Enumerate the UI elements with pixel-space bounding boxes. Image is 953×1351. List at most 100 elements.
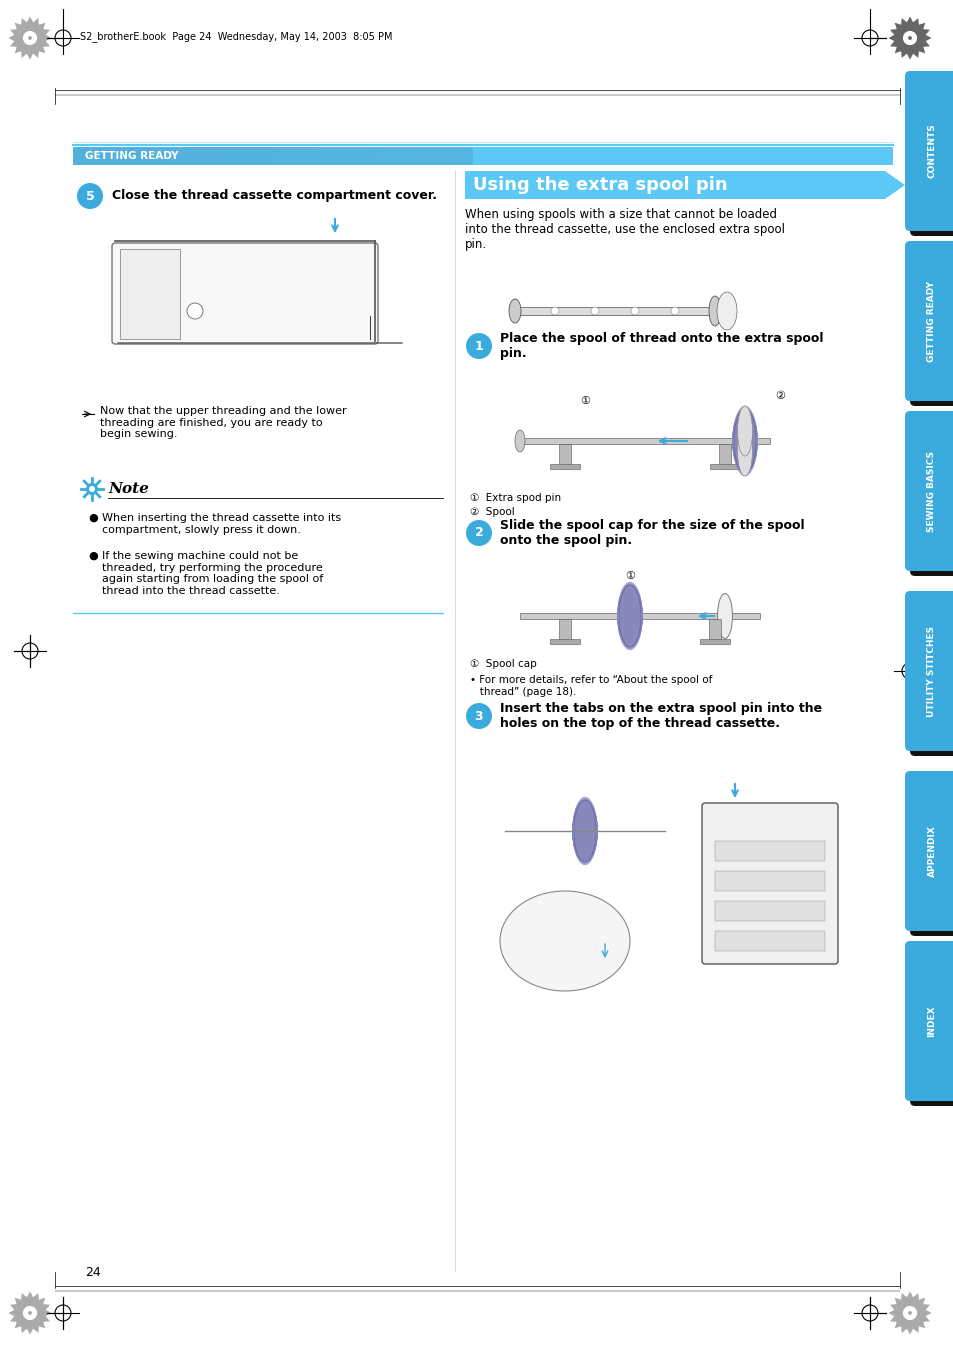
Circle shape [28,1310,31,1315]
Bar [402,147,413,165]
Bar [558,619,571,640]
Ellipse shape [617,586,641,646]
Bar [464,172,884,199]
Ellipse shape [572,807,597,857]
Ellipse shape [732,407,757,476]
Ellipse shape [617,589,641,643]
Bar [353,147,363,165]
Ellipse shape [617,582,641,650]
Bar [233,147,243,165]
Circle shape [465,703,492,730]
Bar [413,147,422,165]
Bar [382,147,393,165]
Circle shape [86,484,98,494]
Text: ●: ● [88,551,97,561]
FancyBboxPatch shape [904,411,953,571]
Ellipse shape [617,588,641,644]
Bar [183,147,193,165]
Ellipse shape [732,408,757,474]
Text: ①  Spool cap: ① Spool cap [470,659,537,669]
Bar [243,147,253,165]
Wedge shape [906,166,924,203]
Text: • For more details, refer to “About the spool of
   thread” (page 18).: • For more details, refer to “About the … [470,676,712,697]
Ellipse shape [617,584,641,648]
Text: ②: ② [774,390,784,401]
Polygon shape [9,16,51,59]
Bar [709,463,740,469]
Bar [719,444,730,466]
Text: 1: 1 [475,339,483,353]
Bar [323,147,333,165]
Text: ②  Spool: ② Spool [470,507,515,517]
Bar [373,147,382,165]
Text: Note: Note [108,482,149,496]
Text: GETTING READY: GETTING READY [85,151,178,161]
Circle shape [551,307,558,315]
FancyBboxPatch shape [909,775,953,936]
Circle shape [465,332,492,359]
Circle shape [77,182,103,209]
Bar [519,438,769,444]
Ellipse shape [572,802,597,859]
Bar [708,619,720,640]
Ellipse shape [737,407,752,457]
Ellipse shape [499,892,629,992]
Bar [714,871,824,892]
Ellipse shape [708,296,720,326]
Ellipse shape [572,804,597,858]
Bar [422,147,433,165]
Ellipse shape [732,417,757,463]
Ellipse shape [732,412,757,470]
Ellipse shape [617,590,641,640]
Bar [519,613,760,619]
Circle shape [465,520,492,546]
Bar [143,147,152,165]
Circle shape [590,307,598,315]
Bar [714,931,824,951]
FancyBboxPatch shape [909,246,953,407]
Text: 24: 24 [85,1266,101,1279]
Text: INDEX: INDEX [926,1005,936,1036]
Ellipse shape [732,420,757,462]
Ellipse shape [733,408,755,473]
Ellipse shape [732,416,757,466]
Bar [73,147,83,165]
Bar [442,147,453,165]
Text: When inserting the thread cassette into its
compartment, slowly press it down.: When inserting the thread cassette into … [102,513,341,535]
Polygon shape [887,1292,931,1335]
Text: Now that the upper threading and the lower
threading are finished, you are ready: Now that the upper threading and the low… [100,407,346,439]
Text: When using spools with a size that cannot be loaded
into the thread cassette, us: When using spools with a size that canno… [464,208,784,251]
Bar [293,147,303,165]
FancyBboxPatch shape [909,596,953,757]
Bar [273,147,283,165]
Ellipse shape [732,413,757,467]
Bar [213,147,223,165]
Ellipse shape [572,808,597,854]
FancyBboxPatch shape [701,802,837,965]
FancyBboxPatch shape [904,771,953,931]
Bar [132,147,143,165]
Bar [112,147,123,165]
Text: CONTENTS: CONTENTS [926,124,936,178]
Bar [83,147,92,165]
FancyBboxPatch shape [112,243,377,345]
Circle shape [89,486,95,492]
FancyBboxPatch shape [909,76,953,236]
Text: ①: ① [579,396,589,407]
FancyBboxPatch shape [904,590,953,751]
Text: SEWING BASICS: SEWING BASICS [926,450,936,531]
Circle shape [907,1310,911,1315]
FancyBboxPatch shape [904,72,953,231]
Bar [172,147,183,165]
Bar [393,147,402,165]
Text: ①  Extra spod pin: ① Extra spod pin [470,493,560,503]
Bar [558,444,571,466]
Ellipse shape [572,797,597,865]
Text: Slide the spool cap for the size of the spool
onto the spool pin.: Slide the spool cap for the size of the … [499,519,803,547]
Bar [73,147,892,165]
FancyBboxPatch shape [909,946,953,1106]
Circle shape [24,31,36,45]
Polygon shape [887,16,931,59]
Circle shape [28,36,31,41]
Bar [343,147,353,165]
